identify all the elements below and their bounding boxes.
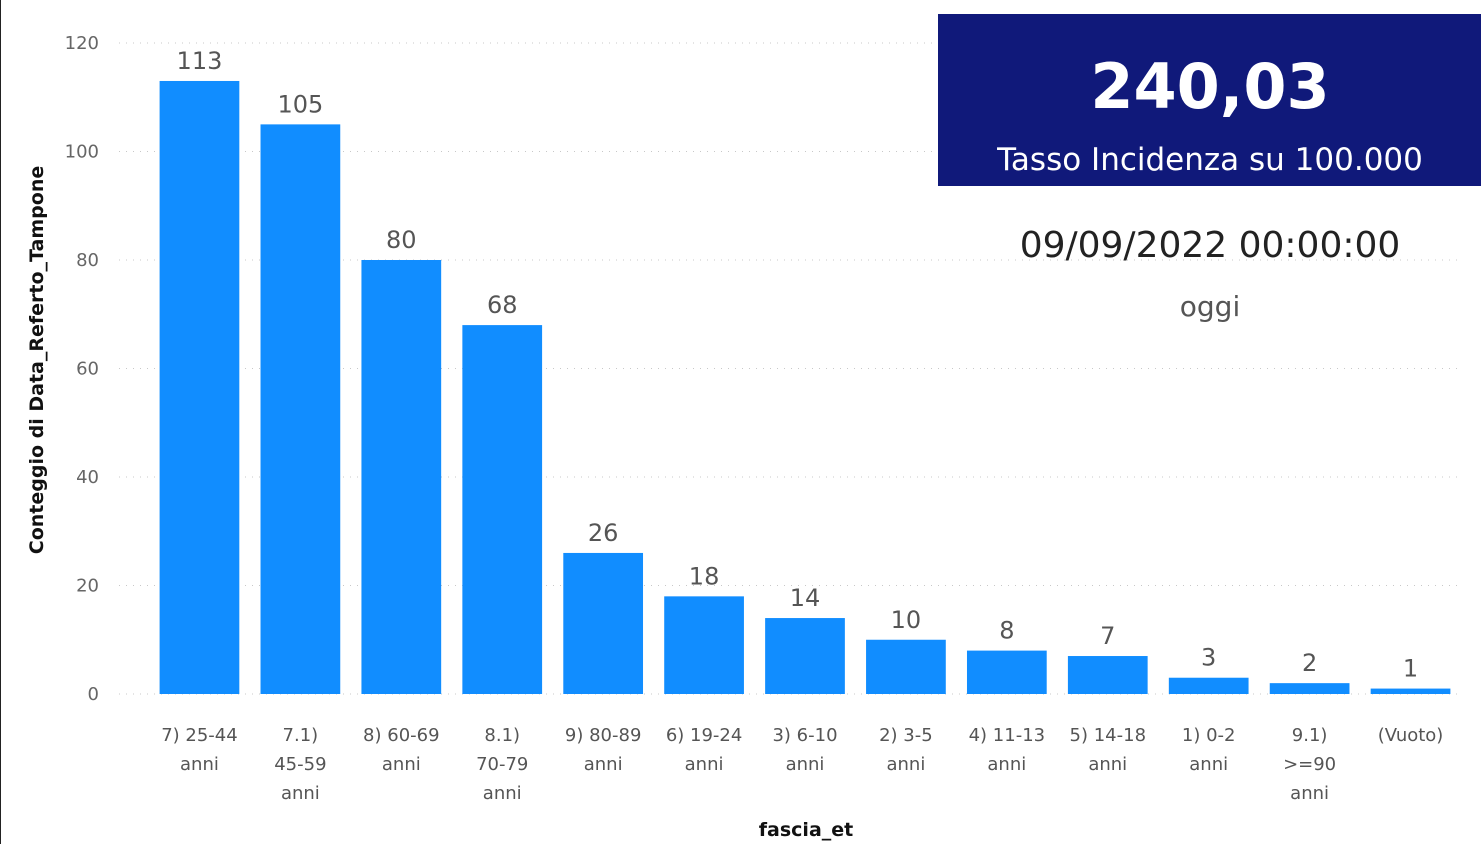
bar[interactable]: [563, 552, 644, 694]
data-label: 7: [1100, 622, 1115, 650]
bar[interactable]: [260, 124, 341, 694]
x-tick-label: 9.1) >=90 anni: [1283, 725, 1336, 804]
y-tick-label: 80: [76, 250, 99, 271]
kpi-label: Tasso Incidenza su 100.000: [997, 142, 1423, 178]
data-label: 80: [386, 226, 417, 254]
y-tick-label: 0: [88, 684, 99, 705]
y-tick-label: 20: [76, 576, 99, 597]
x-tick-label: 8) 60-69 anni: [363, 725, 440, 775]
y-tick-label: 100: [65, 142, 99, 163]
x-tick-label: 5) 14-18 anni: [1070, 725, 1147, 775]
x-tick-label: 1) 0-2 anni: [1182, 725, 1236, 775]
bar[interactable]: [966, 650, 1047, 694]
bar[interactable]: [866, 639, 946, 694]
bar[interactable]: [1067, 656, 1148, 694]
bar[interactable]: [462, 325, 543, 694]
x-tick-label: 8.1) 70-79 anni: [476, 725, 528, 804]
x-tick-label: 6) 19-24 anni: [666, 725, 743, 775]
bar[interactable]: [664, 596, 744, 694]
data-label: 18: [689, 562, 720, 590]
x-tick-label: 9) 80-89 anni: [565, 725, 642, 775]
bar[interactable]: [765, 618, 845, 694]
data-label: 8: [999, 617, 1014, 645]
bar[interactable]: [159, 80, 240, 695]
bar[interactable]: [1370, 688, 1451, 694]
y-axis-ticks: 0 20 40 60 80 100 120: [65, 33, 99, 705]
bar[interactable]: [1168, 677, 1249, 694]
data-label: 68: [487, 291, 518, 319]
data-label: 2: [1302, 649, 1317, 677]
y-tick-label: 40: [76, 467, 99, 488]
x-tick-label: (Vuoto): [1378, 725, 1444, 746]
y-tick-label: 60: [76, 359, 99, 380]
x-tick-label: 2) 3-5 anni: [879, 725, 933, 775]
data-label: 113: [177, 47, 223, 75]
x-tick-label: 4) 11-13 anni: [969, 725, 1046, 775]
data-labels: 113 105 80 68 26 18 14 10 8 7 3 2 1: [177, 47, 1419, 683]
kpi-card: 240,03 Tasso Incidenza su 100.000: [938, 14, 1481, 186]
date-value: 09/09/2022 00:00:00: [1019, 225, 1401, 266]
data-label: 3: [1201, 644, 1216, 672]
x-tick-label: 3) 6-10 anni: [772, 725, 837, 775]
date-label: oggi: [1179, 290, 1241, 323]
kpi-value: 240,03: [1090, 50, 1330, 123]
data-label: 105: [277, 90, 323, 118]
x-axis-title: fascia_et: [759, 819, 853, 841]
bars: [159, 80, 1451, 695]
x-axis-ticks: 7) 25-44 anni 7.1) 45-59 anni 8) 60-69 anni 8.1…: [161, 725, 1443, 804]
y-tick-label: 120: [65, 33, 99, 54]
y-axis-title: Conteggio di Data_Referto_Tampone: [26, 166, 48, 554]
x-tick-label: 7) 25-44 anni: [161, 725, 238, 775]
data-label: 26: [588, 519, 619, 547]
data-label: 14: [790, 584, 821, 612]
bar[interactable]: [1269, 683, 1350, 694]
x-tick-label: 7.1) 45-59 anni: [274, 725, 326, 804]
bar[interactable]: [361, 260, 442, 694]
data-label: 1: [1403, 655, 1418, 683]
data-label: 10: [891, 606, 922, 634]
